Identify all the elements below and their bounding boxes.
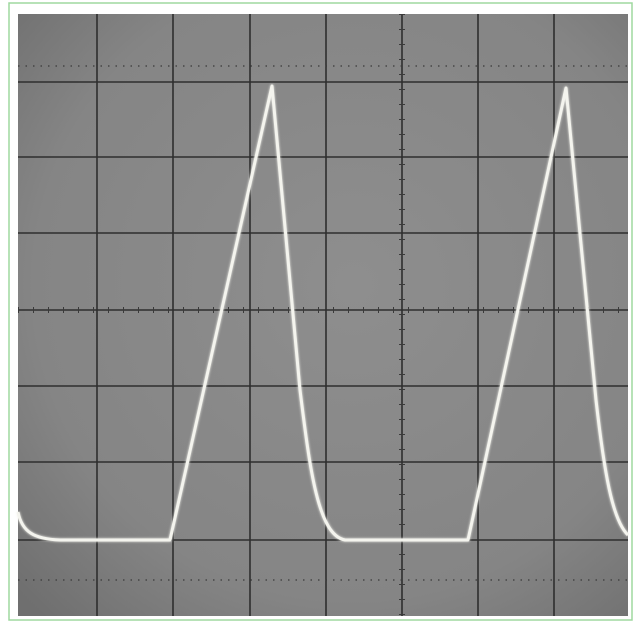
screen (18, 14, 628, 616)
graticule (18, 14, 628, 616)
graticule-ticks (18, 14, 628, 616)
frame-border (8, 2, 633, 621)
waveform-trace (16, 84, 630, 542)
